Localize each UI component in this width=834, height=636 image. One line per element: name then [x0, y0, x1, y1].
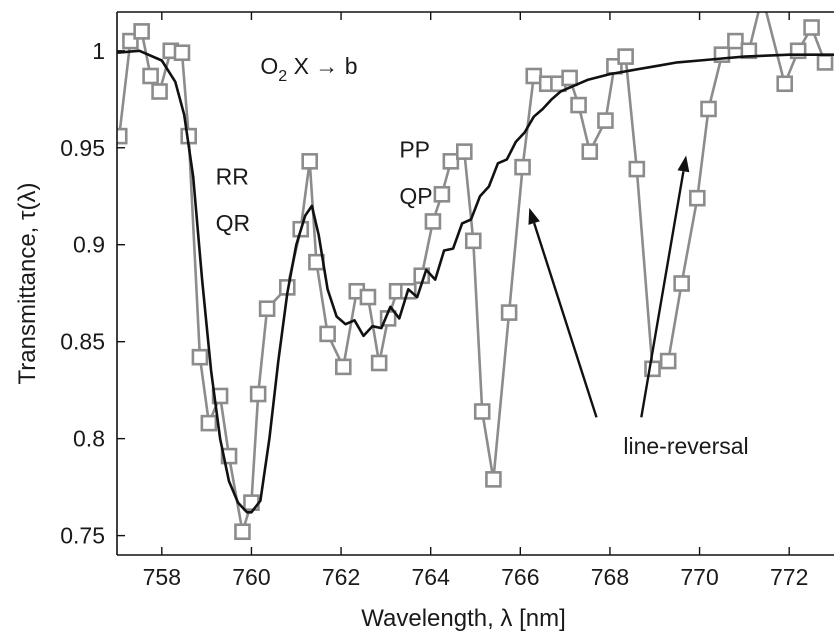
series-0-marker [486, 472, 500, 486]
series-0-marker [805, 21, 819, 35]
series-0-marker [563, 71, 577, 85]
series-0-marker [527, 69, 541, 83]
series-0-marker [778, 77, 792, 91]
series-0-marker [193, 350, 207, 364]
x-tick-label: 768 [591, 564, 629, 590]
annotation-line-reversal: line-reversal [623, 433, 748, 459]
series-0-marker [321, 327, 335, 341]
series-0-marker [502, 306, 516, 320]
series-0-marker [175, 46, 189, 60]
y-axis-title: Transmittance, τ(λ) [14, 183, 41, 385]
x-tick-label: 766 [501, 564, 539, 590]
series-0-marker [435, 187, 449, 201]
molecule-transition: X → b [287, 53, 357, 79]
series-0-marker [572, 98, 586, 112]
series-0-marker [251, 387, 265, 401]
series-0-marker [112, 129, 126, 143]
series-0-marker [336, 360, 350, 374]
series-0-marker [202, 416, 216, 430]
series-0-marker [702, 102, 716, 116]
annotation-pp: PP [399, 136, 430, 162]
molecule-subscript: 2 [278, 68, 287, 85]
x-tick-label: 770 [680, 564, 718, 590]
series-0-marker [135, 24, 149, 38]
series-0-marker [598, 114, 612, 128]
series-0-marker [303, 154, 317, 168]
series-0-marker [818, 55, 832, 69]
arrow-1-head [678, 156, 690, 173]
series-0-marker [144, 69, 158, 83]
arrow-0-shaft [534, 223, 596, 417]
y-tick-label: 1 [92, 38, 105, 64]
y-tick-label: 0.85 [60, 329, 105, 355]
x-tick-label: 760 [232, 564, 270, 590]
annotation-rr: RR [216, 164, 249, 190]
series-0-marker [475, 404, 489, 418]
x-axis-title: Wavelength, λ [nm] [361, 605, 566, 632]
series-0-marker [690, 191, 704, 205]
y-tick-label: 0.75 [60, 523, 105, 549]
x-tick-label: 772 [770, 564, 808, 590]
series-0-marker [235, 525, 249, 539]
molecule-label: O2 X → b [260, 53, 357, 85]
series-0-marker [153, 85, 167, 99]
x-tick-label: 758 [143, 564, 181, 590]
x-tick-label: 764 [412, 564, 451, 590]
series-0-marker [361, 290, 375, 304]
series-0-marker [619, 50, 633, 64]
y-tick-label: 0.95 [60, 135, 105, 161]
annotation-qp: QP [399, 183, 432, 209]
series-0-marker [661, 354, 675, 368]
series-0-marker [372, 356, 386, 370]
series-0-marker [675, 277, 689, 291]
series-0-marker [426, 214, 440, 228]
annotation-qr: QR [216, 210, 251, 236]
y-tick-label: 0.9 [73, 232, 105, 258]
series-0-marker [516, 160, 530, 174]
molecule-symbol: O [260, 53, 278, 79]
series-0-marker [260, 302, 274, 316]
y-tick-label: 0.8 [73, 426, 105, 452]
series-0-marker [728, 34, 742, 48]
series-0-marker [583, 145, 597, 159]
series-0-marker [755, 0, 769, 3]
x-tick-label: 762 [322, 564, 360, 590]
series-0-marker [457, 145, 471, 159]
arrow-0-head [528, 208, 539, 225]
series-0-marker [466, 234, 480, 248]
series-0-marker [630, 162, 644, 176]
series-0-marker [444, 154, 458, 168]
